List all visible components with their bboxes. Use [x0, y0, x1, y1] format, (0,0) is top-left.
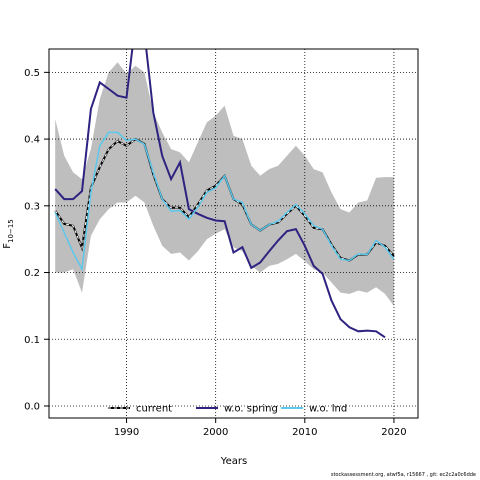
x-tick-label-1: 2000 [203, 427, 228, 438]
y-tick-label-0: 0.0 [24, 401, 40, 412]
y-tick-label-1: 0.1 [24, 335, 40, 346]
axes-layer: 1990 2000 2010 2020 0.0 0.1 0.2 0.3 0.4 0.5 [24, 68, 407, 438]
series-line-2 [54, 131, 395, 272]
y-tick-label-2: 0.2 [24, 268, 40, 279]
legend-label-2: w.o. lnd [309, 404, 347, 415]
x-tick-label-0: 1990 [114, 427, 139, 438]
y-tick-label-3: 0.3 [24, 201, 40, 212]
legend-label-1: w.o. spring [224, 404, 278, 415]
legend-label-0: current [136, 404, 172, 415]
confidence-band-layer [55, 62, 394, 306]
series-layer [54, 49, 395, 339]
y-axis-label-main: F [2, 243, 13, 249]
x-tick-label-2: 2010 [292, 427, 317, 438]
y-axis-label: F10−15 [2, 219, 15, 248]
y-tick-label-5: 0.5 [24, 68, 40, 79]
legend: current w.o. spring w.o. lnd [108, 404, 347, 415]
x-axis-label: Years [220, 456, 247, 467]
y-axis-label-subscript: 10−15 [7, 219, 15, 243]
y-tick-label-4: 0.4 [24, 135, 40, 146]
confidence-band [55, 62, 394, 306]
credit-text: stockassessment.org, atwf5a, r15667 , gi… [330, 472, 476, 478]
plot-frame [48, 48, 419, 419]
series-line-1 [54, 49, 386, 339]
x-tick-label-3: 2020 [381, 427, 406, 438]
